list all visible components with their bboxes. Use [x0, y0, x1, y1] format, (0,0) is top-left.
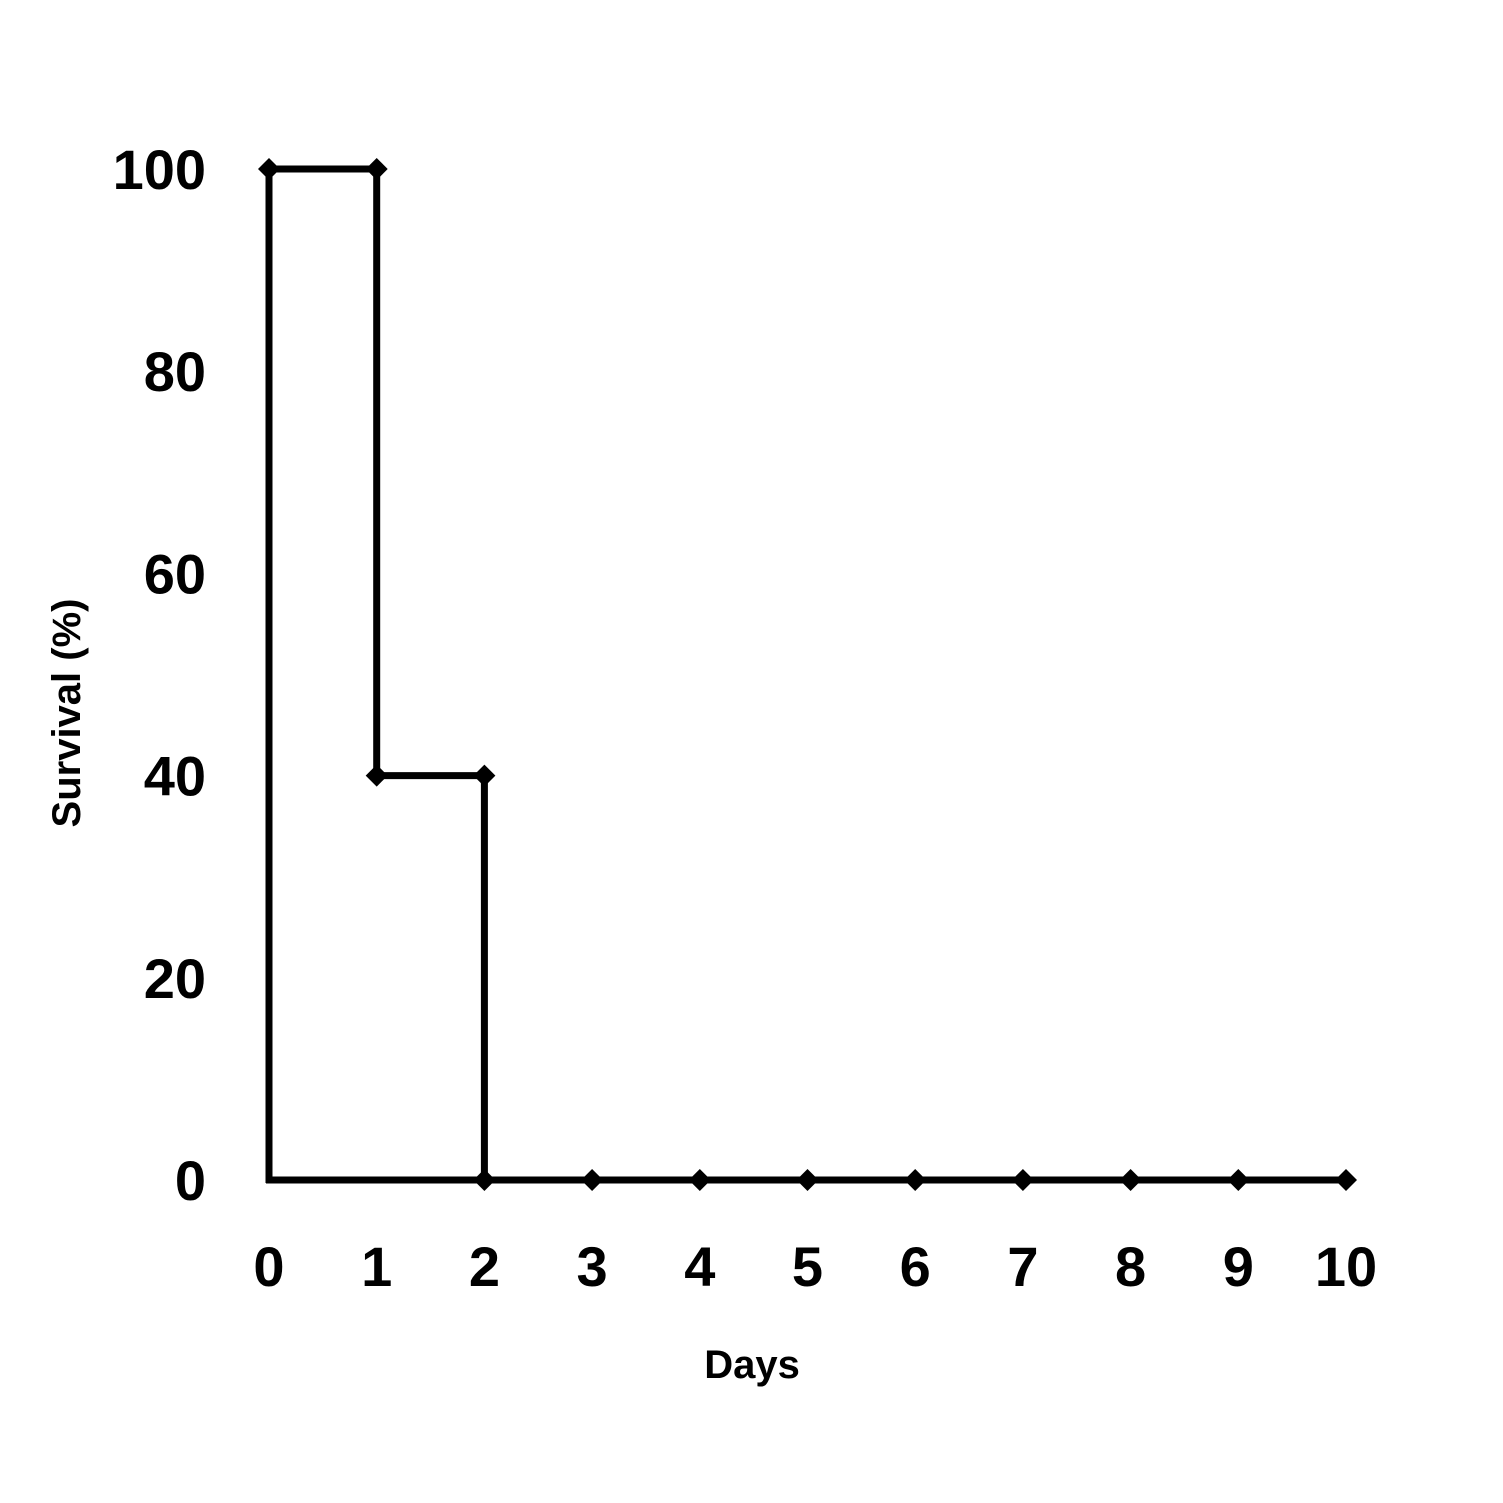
x-tick-label: 7 — [1007, 1235, 1038, 1298]
y-tick-label: 20 — [144, 947, 206, 1010]
x-tick-label: 1 — [361, 1235, 392, 1298]
x-tick-label: 0 — [253, 1235, 284, 1298]
x-axis-title: Days — [704, 1343, 800, 1387]
x-tick-label: 9 — [1223, 1235, 1254, 1298]
y-tick-label: 60 — [144, 542, 206, 605]
data-point-marker — [365, 764, 388, 787]
data-point-marker — [1011, 1169, 1034, 1191]
x-tick-label: 4 — [684, 1235, 715, 1298]
y-axis-title: Survival (%) — [45, 599, 89, 828]
data-point-marker — [365, 158, 388, 180]
data-point-marker — [1227, 1169, 1250, 1191]
y-tick-label: 80 — [144, 340, 206, 403]
data-point-marker — [581, 1169, 604, 1191]
x-tick-label: 2 — [469, 1235, 500, 1298]
data-point-marker — [688, 1169, 711, 1191]
x-tick-label: 3 — [577, 1235, 608, 1298]
data-point-marker — [1119, 1169, 1142, 1191]
x-tick-label: 6 — [900, 1235, 931, 1298]
data-point-marker — [473, 764, 496, 787]
data-point-marker — [796, 1169, 819, 1191]
data-point-marker — [258, 158, 280, 180]
data-point-marker — [473, 1169, 496, 1191]
y-tick-label: 0 — [175, 1149, 206, 1212]
x-tick-label: 10 — [1315, 1235, 1377, 1298]
x-tick-labels: 0 1 2 3 4 5 6 7 8 9 10 — [253, 1235, 1377, 1298]
y-tick-label: 100 — [113, 138, 206, 201]
x-tick-label: 8 — [1115, 1235, 1146, 1298]
data-point-marker — [1335, 1169, 1357, 1191]
y-tick-labels: 0 20 40 60 80 100 — [113, 138, 206, 1212]
data-point-marker — [904, 1169, 927, 1191]
y-tick-label: 40 — [144, 745, 206, 808]
x-tick-label: 5 — [792, 1235, 823, 1298]
series-line — [269, 165, 1346, 1184]
series-layer — [258, 158, 1357, 1191]
